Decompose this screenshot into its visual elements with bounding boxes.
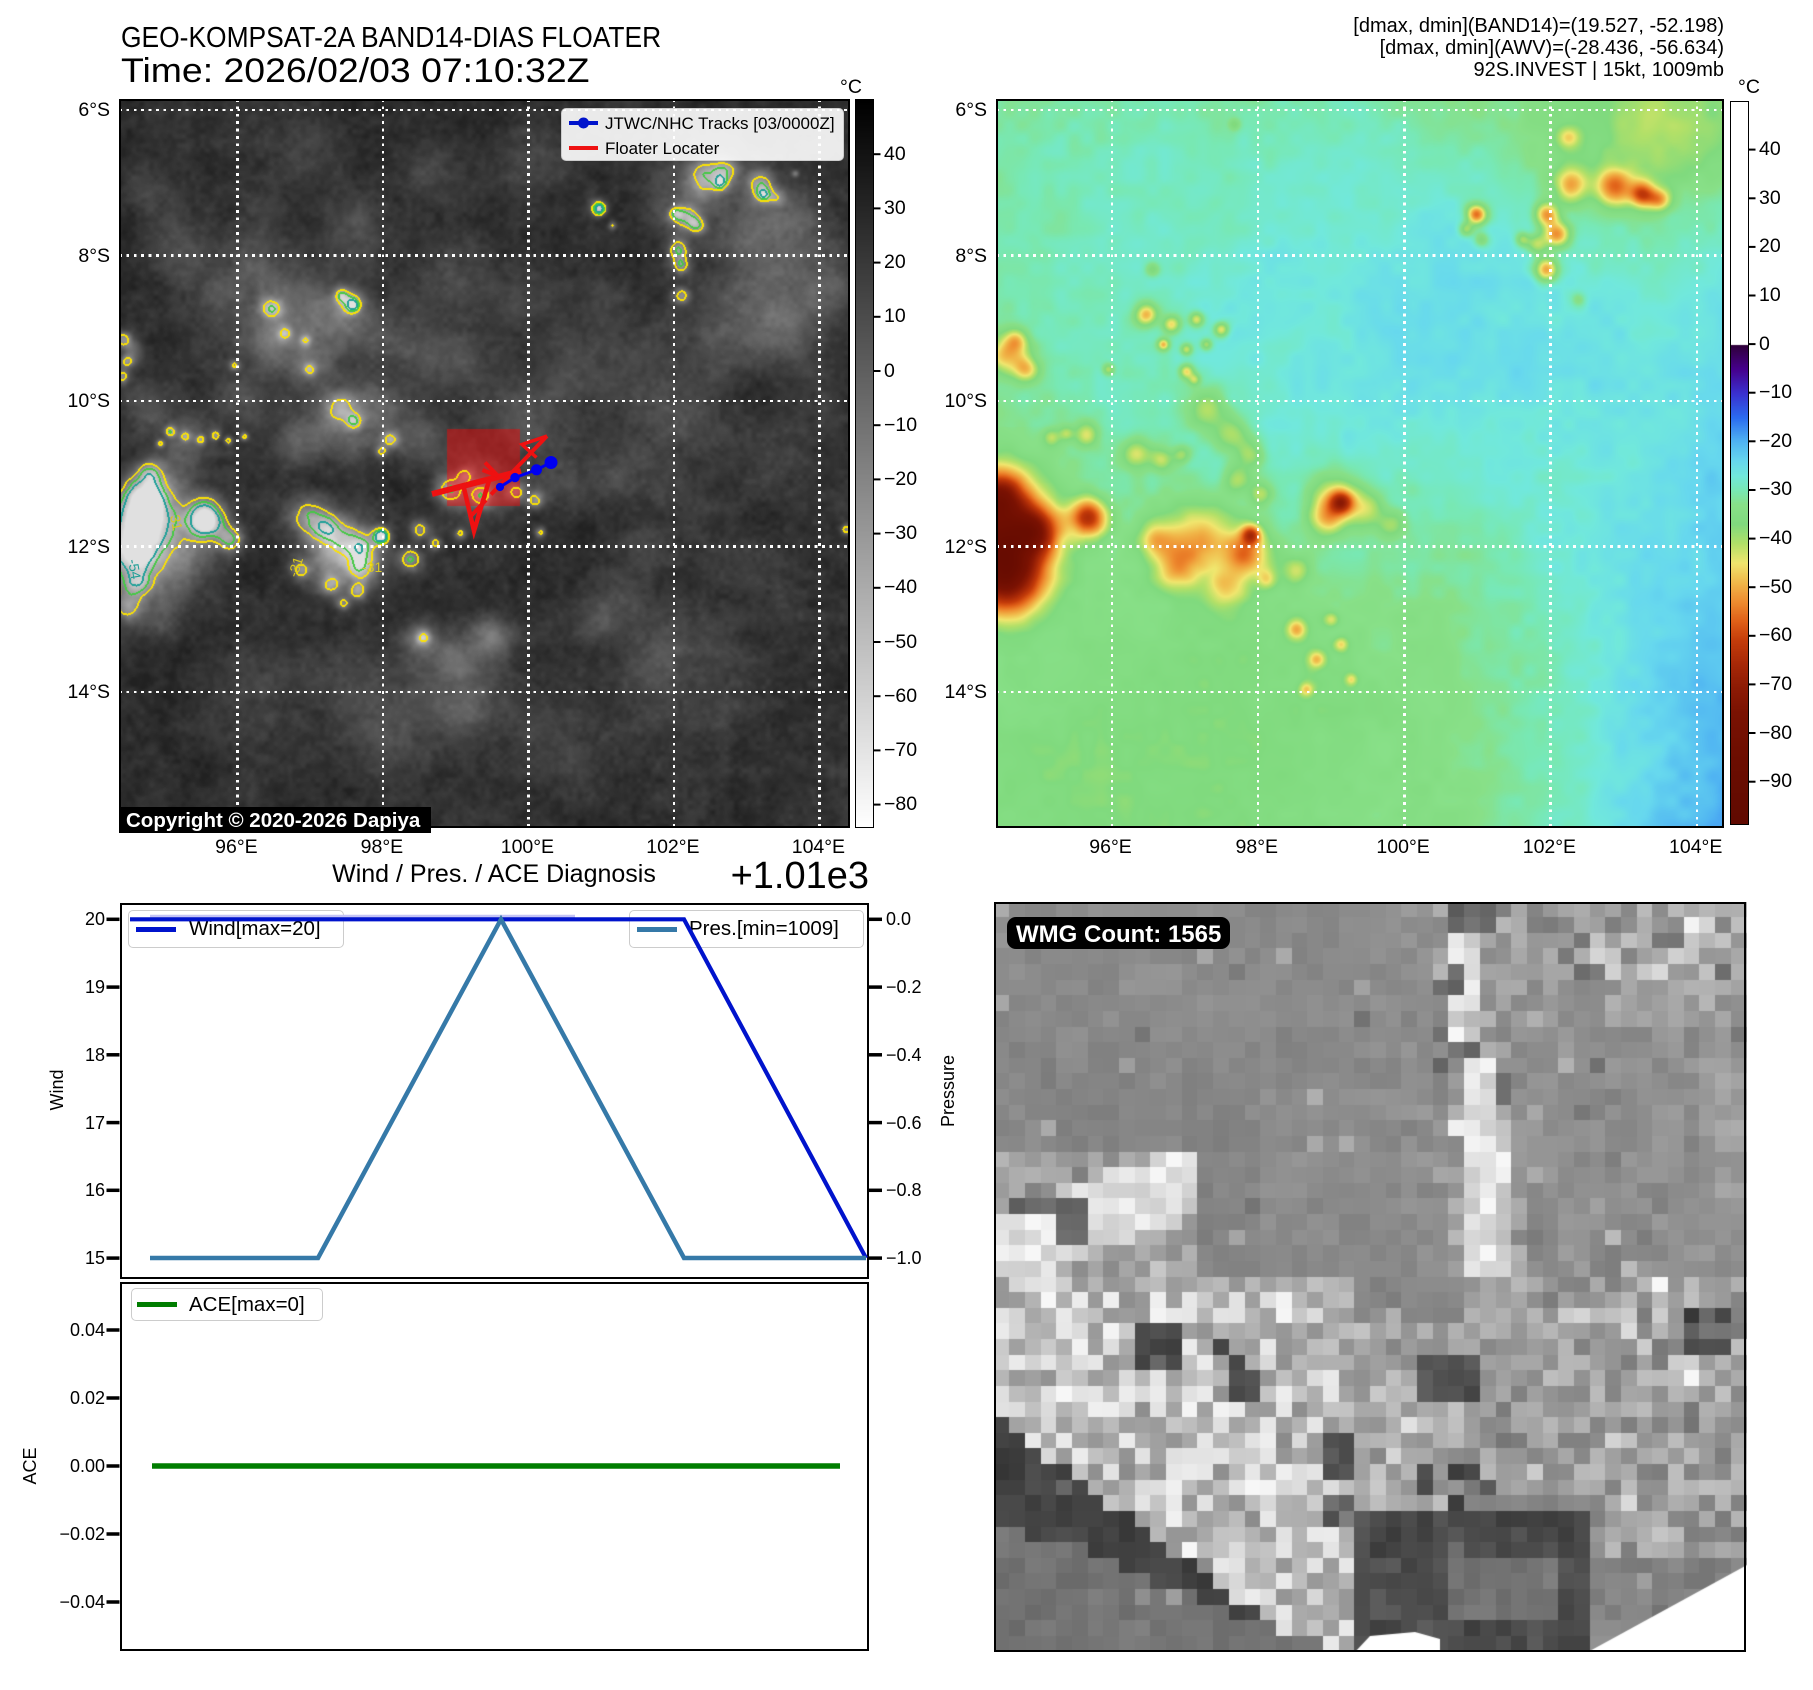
svg-text:-31: -31	[362, 559, 382, 575]
svg-text:-54: -54	[125, 558, 144, 581]
svg-text:31: 31	[167, 513, 186, 532]
svg-text:-31: -31	[285, 555, 307, 579]
